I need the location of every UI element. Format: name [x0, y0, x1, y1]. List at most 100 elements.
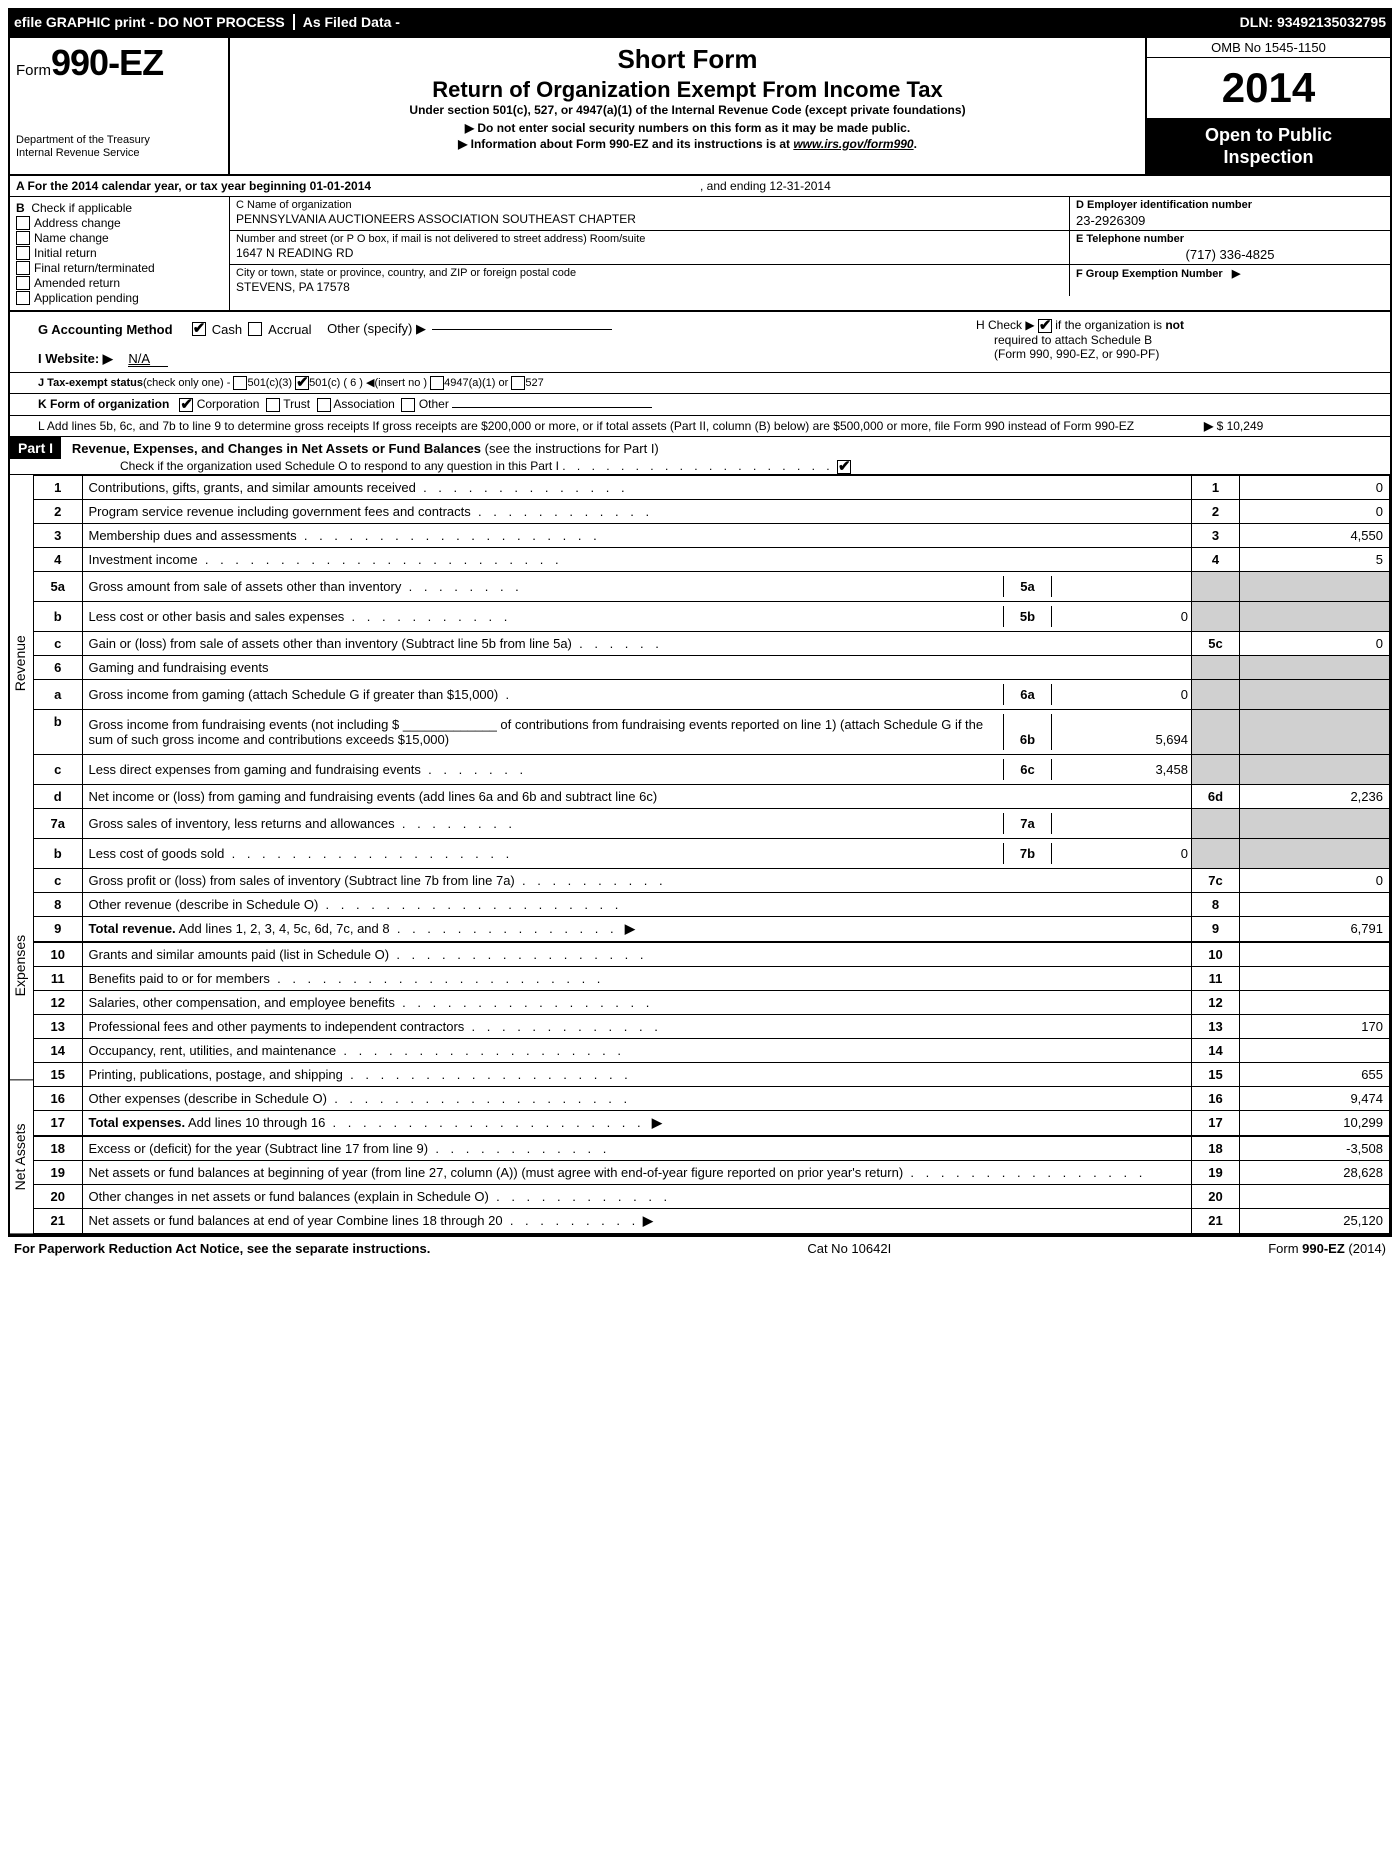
- row-15: 15Printing, publications, postage, and s…: [34, 1062, 1390, 1086]
- j-label: J Tax-exempt status: [38, 377, 143, 389]
- desc-9b: Add lines 1, 2, 3, 4, 5c, 6d, 7c, and 8: [176, 921, 390, 936]
- desc-2: Program service revenue including govern…: [89, 504, 471, 519]
- desc-9: Total revenue.: [89, 921, 176, 936]
- desc-7c: Gross profit or (loss) from sales of inv…: [89, 873, 515, 888]
- no-20: 20: [34, 1184, 82, 1208]
- desc-5a: Gross amount from sale of assets other t…: [89, 579, 402, 594]
- b-pending: Application pending: [16, 291, 223, 305]
- checkbox-pending[interactable]: [16, 291, 30, 305]
- no-5c: c: [34, 631, 82, 655]
- shade-6b: [1192, 709, 1240, 754]
- dots-16: . . . . . . . . . . . . . . . . . . . .: [334, 1091, 631, 1106]
- k-label: K Form of organization: [38, 397, 169, 411]
- c-street-val: 1647 N READING RD: [236, 246, 1063, 260]
- checkbox-4947[interactable]: [430, 376, 444, 390]
- desc-19: Net assets or fund balances at beginning…: [89, 1165, 904, 1180]
- subln-6c: 6c: [1003, 759, 1051, 780]
- ln-2: 2: [1192, 499, 1240, 523]
- checkbox-part1-scho[interactable]: [837, 460, 851, 474]
- dept-block: Department of the Treasury Internal Reve…: [16, 134, 222, 160]
- j-opt2: 501(c) ( 6 ): [309, 377, 363, 389]
- checkbox-final[interactable]: [16, 261, 30, 275]
- k-assoc: Association: [333, 397, 394, 411]
- no-6d: d: [34, 784, 82, 808]
- row-17: 17Total expenses. Add lines 10 through 1…: [34, 1110, 1390, 1136]
- no-14: 14: [34, 1038, 82, 1062]
- checkbox-h[interactable]: [1038, 319, 1052, 333]
- column-cde: C Name of organization PENNSYLVANIA AUCT…: [230, 197, 1390, 310]
- line-k: K Form of organization Corporation Trust…: [10, 394, 1390, 416]
- header-center: Short Form Return of Organization Exempt…: [230, 38, 1145, 174]
- e-label: E Telephone number: [1076, 233, 1384, 245]
- checkbox-trust[interactable]: [266, 398, 280, 412]
- dots-19: . . . . . . . . . . . . . . . .: [910, 1165, 1146, 1180]
- checkbox-cash[interactable]: [192, 322, 206, 336]
- k-other-blank[interactable]: [452, 407, 652, 408]
- b-letter: B: [16, 201, 25, 215]
- form-no-big: 990-EZ: [51, 42, 163, 83]
- no-18: 18: [34, 1136, 82, 1161]
- row-13: 13Professional fees and other payments t…: [34, 1014, 1390, 1038]
- g-other-blank[interactable]: [432, 329, 612, 330]
- dots-20: . . . . . . . . . . . .: [496, 1189, 671, 1204]
- checkbox-address[interactable]: [16, 216, 30, 230]
- part1-label: Part I: [10, 437, 61, 459]
- amt-14: [1240, 1038, 1390, 1062]
- desc-12: Salaries, other compensation, and employ…: [89, 995, 395, 1010]
- shade-7a: [1192, 808, 1240, 838]
- header-row: Form990-EZ Department of the Treasury In…: [10, 38, 1390, 176]
- subln-7b: 7b: [1003, 843, 1051, 864]
- j-opt3: 4947(a)(1) or: [444, 377, 508, 389]
- k-trust: Trust: [283, 397, 310, 411]
- amt-7c: 0: [1240, 868, 1390, 892]
- checkbox-527[interactable]: [511, 376, 525, 390]
- amt-2: 0: [1240, 499, 1390, 523]
- ln-19: 19: [1192, 1160, 1240, 1184]
- c-street-block: Number and street (or P O box, if mail i…: [230, 231, 1070, 264]
- checkbox-accrual[interactable]: [248, 322, 262, 336]
- h-post: if the organization is: [1055, 318, 1162, 332]
- dots-1: . . . . . . . . . . . . . .: [423, 480, 629, 495]
- row-6: 6Gaming and fundraising events: [34, 655, 1390, 679]
- g-accrual: Accrual: [268, 322, 311, 337]
- side-netassets-label: Net Assets: [10, 1081, 33, 1234]
- row-city-f: City or town, state or province, country…: [230, 265, 1390, 296]
- checkbox-assoc[interactable]: [317, 398, 331, 412]
- checkbox-name[interactable]: [16, 231, 30, 245]
- subval-5b: 0: [1051, 606, 1191, 627]
- footer: For Paperwork Reduction Act Notice, see …: [8, 1236, 1392, 1260]
- no-11: 11: [34, 966, 82, 990]
- checkbox-initial[interactable]: [16, 246, 30, 260]
- irs-link[interactable]: www.irs.gov/form990: [793, 137, 913, 151]
- c-city-val: STEVENS, PA 17578: [236, 280, 1063, 294]
- warn2: ▶ Information about Form 990-EZ and its …: [240, 137, 1135, 151]
- row-6a: aGross income from gaming (attach Schedu…: [34, 679, 1390, 709]
- ln-12: 12: [1192, 990, 1240, 1014]
- dots-4: . . . . . . . . . . . . . . . . . . . . …: [205, 552, 563, 567]
- amt-4: 5: [1240, 547, 1390, 571]
- b-label-0: Address change: [34, 216, 121, 230]
- no-1: 1: [34, 475, 82, 499]
- desc-17b: Add lines 10 through 16: [185, 1115, 325, 1130]
- checkbox-other[interactable]: [401, 398, 415, 412]
- i-label: I Website: ▶: [38, 351, 113, 367]
- checkbox-501c3[interactable]: [233, 376, 247, 390]
- checkbox-corp[interactable]: [179, 398, 193, 412]
- line-l: L Add lines 5b, 6c, and 7b to line 9 to …: [10, 416, 1390, 436]
- no-19: 19: [34, 1160, 82, 1184]
- b-name-change: Name change: [16, 231, 223, 245]
- desc-6d: Net income or (loss) from gaming and fun…: [89, 789, 658, 804]
- dots-5b: . . . . . . . . . . .: [352, 609, 512, 624]
- checkbox-501c[interactable]: [295, 376, 309, 390]
- line-a-label: A For the 2014 calendar year, or tax yea…: [16, 179, 700, 193]
- row-10: 10Grants and similar amounts paid (list …: [34, 942, 1390, 967]
- arrow-17: ▶: [652, 1115, 662, 1130]
- desc-5c: Gain or (loss) from sale of assets other…: [89, 636, 572, 651]
- dots-6c: . . . . . . .: [428, 762, 527, 777]
- omb-no: OMB No 1545-1150: [1147, 38, 1390, 58]
- row-9: 9Total revenue. Add lines 1, 2, 3, 4, 5c…: [34, 916, 1390, 942]
- checkbox-amended[interactable]: [16, 276, 30, 290]
- ln-16: 16: [1192, 1086, 1240, 1110]
- g-accounting: G Accounting Method Cash Accrual Other (…: [38, 321, 964, 337]
- row-12: 12 Salaries, other compensation, and empl…: [34, 990, 1390, 1014]
